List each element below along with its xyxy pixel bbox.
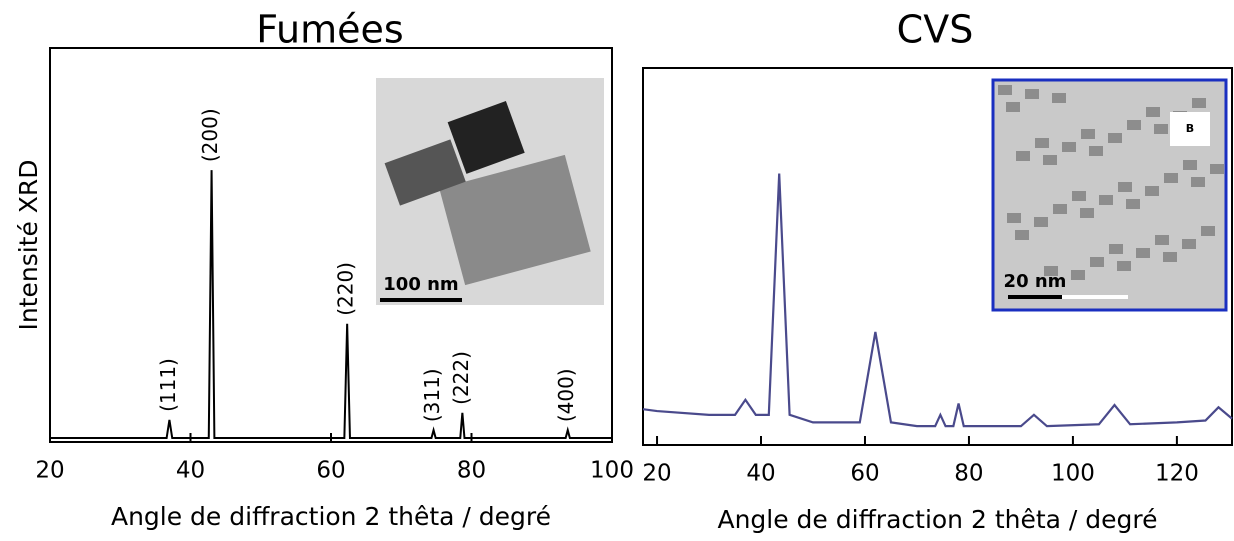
particle [1081, 129, 1095, 139]
particle [1108, 133, 1122, 143]
inset-label-box [1170, 112, 1210, 146]
x-axis-label: Angle de diffraction 2 thêta / degré [111, 502, 551, 531]
particle [1117, 261, 1131, 271]
xrd-trace [50, 170, 612, 440]
particle [1062, 142, 1076, 152]
y-axis-label: Intensité XRD [14, 159, 43, 330]
peak-label: (311) [420, 368, 444, 422]
plot-frame [642, 67, 1233, 446]
chart-title: CVS [897, 8, 974, 52]
particle [1025, 89, 1039, 99]
particle [1136, 248, 1150, 258]
particle [1016, 151, 1030, 161]
particle [1044, 266, 1058, 276]
peak-label: (111) [156, 358, 180, 412]
particle [1043, 155, 1057, 165]
x-tick-label: 20 [35, 458, 64, 484]
x-axis-label: Angle de diffraction 2 thêta / degré [717, 505, 1157, 534]
x-tick-label: 40 [746, 461, 775, 487]
particle [1183, 160, 1197, 170]
particle [1163, 252, 1177, 262]
particle [1118, 182, 1132, 192]
peak-label: (200) [198, 108, 222, 162]
x-tick-label: 80 [954, 461, 983, 487]
x-tick-label: 100 [1051, 461, 1095, 487]
particle [1080, 208, 1094, 218]
x-tick-label: 100 [590, 458, 634, 484]
x-tick-label: 60 [850, 461, 879, 487]
particle [1201, 226, 1215, 236]
particle [1099, 195, 1113, 205]
scale-bar-label: 100 nm [383, 274, 458, 295]
particle [1182, 239, 1196, 249]
peak-label: (222) [449, 351, 473, 405]
x-tick-label: 60 [316, 458, 345, 484]
particle [998, 85, 1012, 95]
particle [1145, 186, 1159, 196]
x-tick-label: 40 [176, 458, 205, 484]
particle [1089, 146, 1103, 156]
xrd-trace [642, 173, 1233, 428]
particle [1126, 199, 1140, 209]
particle [1154, 124, 1168, 134]
particle [1007, 213, 1021, 223]
particle [1146, 107, 1160, 117]
peak-label: (220) [334, 262, 358, 316]
x-tick-label: 80 [457, 458, 486, 484]
particle [1155, 235, 1169, 245]
particle [1034, 217, 1048, 227]
x-tick-label: 20 [642, 461, 671, 487]
particle [1164, 173, 1178, 183]
particle [1109, 244, 1123, 254]
particle [1127, 120, 1141, 130]
particle [1052, 93, 1066, 103]
particle [1072, 191, 1086, 201]
scale-bar-label: 20 nm [1004, 271, 1067, 292]
cube [447, 101, 525, 174]
cube [384, 139, 466, 206]
particle [1006, 102, 1020, 112]
peak-label: (400) [554, 368, 578, 422]
x-tick-label: 120 [1155, 461, 1199, 487]
particle [1071, 270, 1085, 280]
chart-title: Fumées [256, 8, 403, 52]
particle [1210, 164, 1224, 174]
cube [439, 154, 591, 286]
particle [1090, 257, 1104, 267]
particle [1191, 177, 1205, 187]
particle [1192, 98, 1206, 108]
inset-label: B [1186, 122, 1194, 135]
particle [1035, 138, 1049, 148]
particle [1015, 230, 1029, 240]
particle [1053, 204, 1067, 214]
